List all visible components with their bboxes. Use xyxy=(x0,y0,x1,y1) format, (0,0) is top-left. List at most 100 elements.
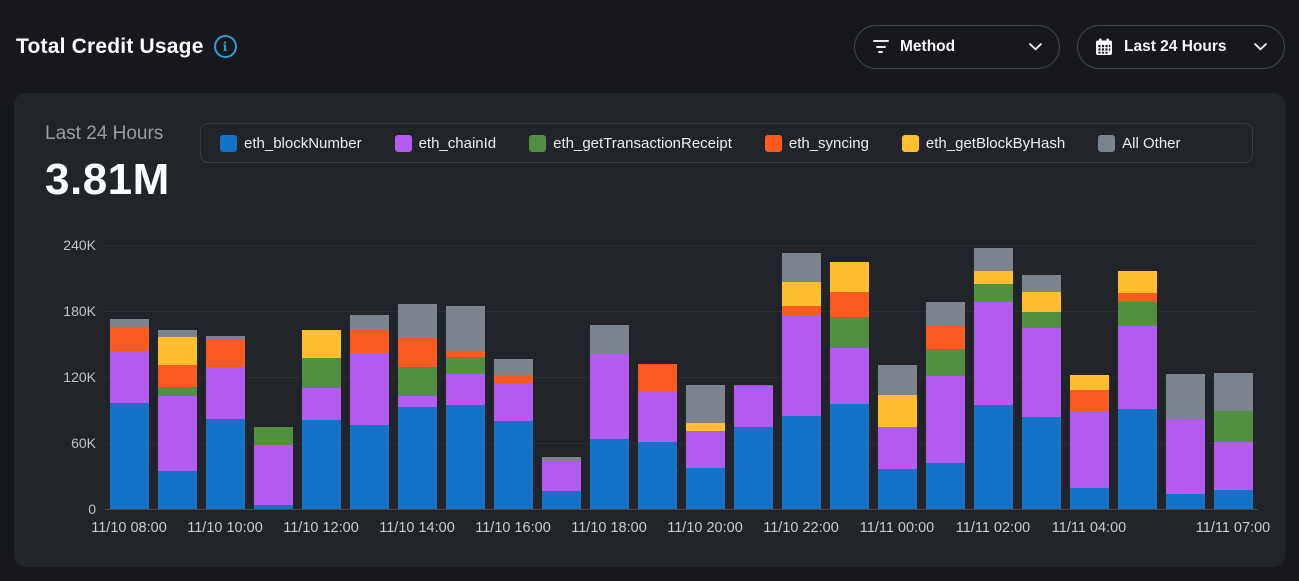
y-axis-tick: 60K xyxy=(71,435,96,451)
legend-item-eth_getBlockByHash[interactable]: eth_getBlockByHash xyxy=(901,134,1066,152)
stacked-bar xyxy=(301,329,341,509)
bar-segment-eth_getBlockByHash xyxy=(1117,270,1157,293)
bar-segment-eth_syncing xyxy=(1117,292,1157,303)
x-axis-tick: 11/10 20:00 xyxy=(667,520,743,536)
stacked-bar xyxy=(1213,373,1253,509)
bar-segment-eth_syncing xyxy=(493,374,533,384)
page-title: Total Credit Usage xyxy=(16,34,204,58)
bar-segment-eth_syncing xyxy=(637,364,677,392)
bar-segment-All-Other xyxy=(685,384,725,424)
top-bar: Total Credit Usage i Method xyxy=(0,0,1299,93)
legend-item-All-Other[interactable]: All Other xyxy=(1098,134,1181,152)
bar-segment-eth_getTransactionReceipt xyxy=(397,366,437,397)
bar-segment-All-Other xyxy=(781,252,821,282)
stacked-bar xyxy=(829,262,869,509)
bar-segment-eth_blockNumber xyxy=(877,469,917,509)
title-wrap: Total Credit Usage i xyxy=(16,35,237,59)
bar-segment-eth_blockNumber xyxy=(253,504,293,509)
stacked-bar xyxy=(253,426,293,509)
legend-swatch xyxy=(394,134,412,152)
legend-item-eth_blockNumber[interactable]: eth_blockNumber xyxy=(220,134,362,152)
bar-segment-All-Other xyxy=(973,248,1013,271)
x-axis-tick: 11/11 04:00 xyxy=(1051,520,1127,536)
bar-segment-eth_blockNumber xyxy=(1165,493,1205,509)
bars-container xyxy=(105,245,1258,509)
bar-segment-eth_syncing xyxy=(445,351,485,358)
x-axis-tick: 11/11 00:00 xyxy=(859,520,935,536)
bar-segment-eth_chainId xyxy=(973,302,1013,406)
bar-segment-eth_chainId xyxy=(1213,441,1253,491)
bar-segment-eth_getBlockByHash xyxy=(157,337,197,366)
bar-segment-eth_getTransactionReceipt xyxy=(1213,411,1253,442)
bar-segment-eth_blockNumber xyxy=(493,421,533,509)
bar-segment-eth_chainId xyxy=(685,430,725,469)
bar-segment-eth_getTransactionReceipt xyxy=(829,316,869,349)
legend-label: eth_getBlockByHash xyxy=(925,134,1066,152)
bar-segment-eth_chainId xyxy=(1021,327,1061,418)
bar-segment-eth_blockNumber xyxy=(301,419,341,509)
bar-segment-All-Other xyxy=(157,329,197,338)
bar-segment-eth_chainId xyxy=(109,350,149,404)
y-axis-tick: 240K xyxy=(63,237,96,253)
x-axis-tick: 11/10 16:00 xyxy=(475,520,551,536)
bar-segment-eth_getBlockByHash xyxy=(829,262,869,292)
bar-segment-eth_chainId xyxy=(733,385,773,428)
stacked-bar xyxy=(685,384,725,509)
stacked-bar xyxy=(205,335,245,509)
legend-label: eth_blockNumber xyxy=(244,134,362,152)
time-range-label: Last 24 Hours xyxy=(1124,37,1227,55)
bar-segment-eth_chainId xyxy=(445,373,485,405)
legend: eth_blockNumber eth_chainId eth_getTransac… xyxy=(200,123,1253,163)
time-range-dropdown[interactable]: Last 24 Hours xyxy=(1077,24,1285,69)
bar-segment-eth_syncing xyxy=(109,326,149,351)
bar-segment-eth_getTransactionReceipt xyxy=(301,358,341,389)
bar-segment-All-Other xyxy=(1021,274,1061,292)
bar-segment-eth_chainId xyxy=(157,395,197,471)
info-icon[interactable]: i xyxy=(213,35,237,58)
bar-segment-eth_chainId xyxy=(205,367,245,419)
method-filter-dropdown[interactable]: Method xyxy=(854,24,1060,69)
filter-controls: Method Last 24 Hours xyxy=(854,24,1285,69)
stacked-bar xyxy=(925,302,965,509)
bar-segment-eth_getTransactionReceipt xyxy=(253,426,293,446)
bar-segment-eth_chainId xyxy=(1117,326,1157,409)
bar-segment-All-Other xyxy=(493,359,533,375)
bar-segment-eth_getBlockByHash xyxy=(685,423,725,431)
bar-segment-eth_chainId xyxy=(349,353,389,426)
bar-segment-eth_syncing xyxy=(205,339,245,368)
bar-segment-eth_blockNumber xyxy=(1117,408,1157,509)
bar-segment-All-Other xyxy=(1213,373,1253,412)
bar-segment-eth_chainId xyxy=(541,461,581,492)
x-axis-tick: 11/10 14:00 xyxy=(379,520,455,536)
bar-segment-All-Other xyxy=(925,302,965,327)
kpi-period-label: Last 24 Hours xyxy=(45,123,164,144)
bar-segment-eth_blockNumber xyxy=(637,442,677,509)
bar-segment-All-Other xyxy=(205,335,245,340)
y-axis-tick: 0 xyxy=(88,501,96,517)
legend-swatch xyxy=(529,134,547,152)
stacked-bar xyxy=(973,248,1013,509)
legend-item-eth_getTransactionReceipt[interactable]: eth_getTransactionReceipt xyxy=(529,134,732,152)
bar-segment-All-Other xyxy=(109,318,149,327)
bar-segment-All-Other xyxy=(877,365,917,396)
x-axis-tick: 11/10 10:00 xyxy=(187,520,263,536)
stacked-bar xyxy=(493,359,533,509)
x-axis-tick: 11/10 12:00 xyxy=(283,520,359,536)
bar-segment-eth_getBlockByHash xyxy=(781,281,821,307)
legend-label: eth_chainId xyxy=(418,134,497,152)
bar-segment-eth_syncing xyxy=(157,365,197,387)
legend-item-eth_chainId[interactable]: eth_chainId xyxy=(394,134,497,152)
chart: 0 60K 120K 180K 240K 11/10 08:00 11/10 10:00 11… xyxy=(63,237,1270,536)
bar-segment-eth_getBlockByHash xyxy=(973,270,1013,284)
bar-segment-eth_chainId xyxy=(493,383,533,421)
chart-card: Last 24 Hours 3.81M eth_blockNumber eth_c… xyxy=(14,93,1285,567)
gridline xyxy=(105,509,1258,510)
bar-segment-eth_chainId xyxy=(829,348,869,404)
legend-item-eth_syncing[interactable]: eth_syncing xyxy=(764,134,869,152)
bar-segment-eth_syncing xyxy=(397,337,437,367)
bar-segment-eth_getBlockByHash xyxy=(1021,291,1061,313)
stacked-bar xyxy=(397,303,437,509)
bar-segment-All-Other xyxy=(589,325,629,354)
stacked-bar xyxy=(1069,374,1109,509)
bar-segment-All-Other xyxy=(349,314,389,331)
